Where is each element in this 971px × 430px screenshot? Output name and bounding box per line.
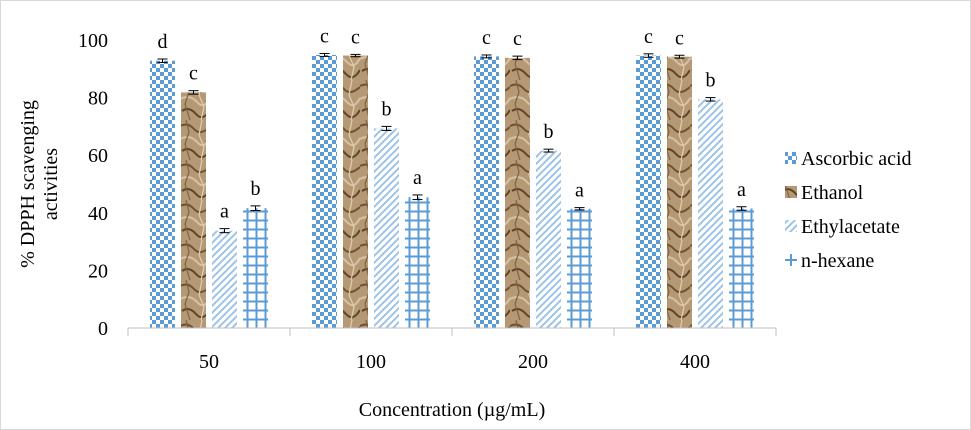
- x-axis-ticks: 50 100 200 400: [199, 351, 710, 373]
- error-bar: [574, 207, 585, 211]
- error-bar: [381, 125, 392, 131]
- y-tick-label: 60: [88, 145, 108, 167]
- significance-label: c: [320, 26, 329, 48]
- bar-n-hexane-200: [567, 208, 592, 328]
- bar-ethylacetate-200: [536, 150, 561, 328]
- x-tick-label: 200: [518, 351, 548, 373]
- legend-label: Ethylacetate: [801, 216, 900, 238]
- significance-label: b: [706, 70, 716, 92]
- legend-item: Ascorbic acid: [785, 148, 912, 170]
- error-bar: [157, 58, 168, 63]
- error-bar: [643, 53, 654, 58]
- legend-label: Ascorbic acid: [801, 148, 912, 170]
- error-bar: [188, 90, 199, 95]
- significance-label: a: [220, 201, 229, 223]
- bar-ethanol-400: [667, 56, 692, 328]
- error-bar: [319, 53, 330, 57]
- legend-swatch: [785, 186, 797, 198]
- significance-label: c: [189, 63, 198, 85]
- bar-ethanol-100: [343, 55, 368, 328]
- significance-label: c: [351, 26, 360, 48]
- y-axis-title: % DPPH scavenging activities: [17, 100, 62, 268]
- error-bar: [350, 53, 361, 58]
- significance-label: c: [675, 27, 684, 49]
- bar-ethylacetate-400: [698, 99, 723, 328]
- bar-n-hexane-100: [405, 197, 430, 328]
- error-bar: [543, 148, 554, 153]
- error-bar: [512, 55, 523, 61]
- error-bar: [250, 205, 261, 211]
- y-tick-label: 0: [98, 318, 108, 340]
- significance-label: a: [413, 167, 422, 189]
- x-tick-label: 100: [356, 351, 386, 373]
- significance-label: b: [382, 98, 392, 120]
- significance-label: a: [575, 180, 584, 202]
- x-tick-label: 50: [199, 351, 219, 373]
- error-bar: [219, 228, 230, 234]
- x-axis: [127, 327, 777, 336]
- bar-n-hexane-400: [729, 208, 754, 328]
- legend: Ascorbic acid Ethanol Ethylacetate n-hexane: [785, 148, 912, 272]
- legend-item: Ethanol: [785, 182, 864, 204]
- significance-label: b: [251, 178, 261, 200]
- legend-label: Ethanol: [801, 182, 864, 204]
- y-axis-title-line: activities: [40, 148, 62, 220]
- y-axis-ticks: 0 20 40 60 80 100: [78, 30, 108, 340]
- significance-label: c: [644, 26, 653, 48]
- legend-item: Ethylacetate: [785, 216, 900, 238]
- y-axis-title-line: % DPPH scavenging: [17, 100, 39, 268]
- significance-label: a: [737, 179, 746, 201]
- bar-ascorbic-acid-100: [312, 54, 337, 328]
- y-tick-label: 80: [88, 88, 108, 110]
- legend-label: n-hexane: [801, 250, 874, 272]
- significance-label: c: [513, 28, 522, 50]
- significance-label: b: [544, 121, 554, 143]
- bar-ethanol-200: [505, 57, 530, 329]
- error-bar: [736, 206, 747, 211]
- error-bar: [412, 194, 423, 201]
- legend-item: n-hexane: [785, 250, 874, 272]
- error-bar: [705, 97, 716, 102]
- y-tick-label: 100: [78, 30, 108, 52]
- legend-swatch: [785, 220, 797, 232]
- significance-label: c: [482, 27, 491, 49]
- bar-ethylacetate-50: [212, 230, 237, 328]
- error-bar: [481, 54, 492, 59]
- y-tick-label: 20: [88, 260, 108, 282]
- y-tick-label: 40: [88, 203, 108, 225]
- bar-ascorbic-acid-200: [474, 56, 499, 328]
- bar-n-hexane-50: [243, 208, 268, 328]
- x-axis-title: Concentration (µg/mL): [359, 399, 545, 421]
- bar-ethylacetate-100: [374, 128, 399, 328]
- bar-ascorbic-acid-50: [150, 60, 175, 329]
- bar-ethanol-50: [181, 92, 206, 328]
- significance-label: d: [158, 31, 168, 53]
- x-tick-label: 400: [680, 351, 710, 373]
- error-bar: [674, 54, 685, 59]
- bar-ascorbic-acid-400: [636, 55, 661, 328]
- legend-swatch: [785, 152, 797, 164]
